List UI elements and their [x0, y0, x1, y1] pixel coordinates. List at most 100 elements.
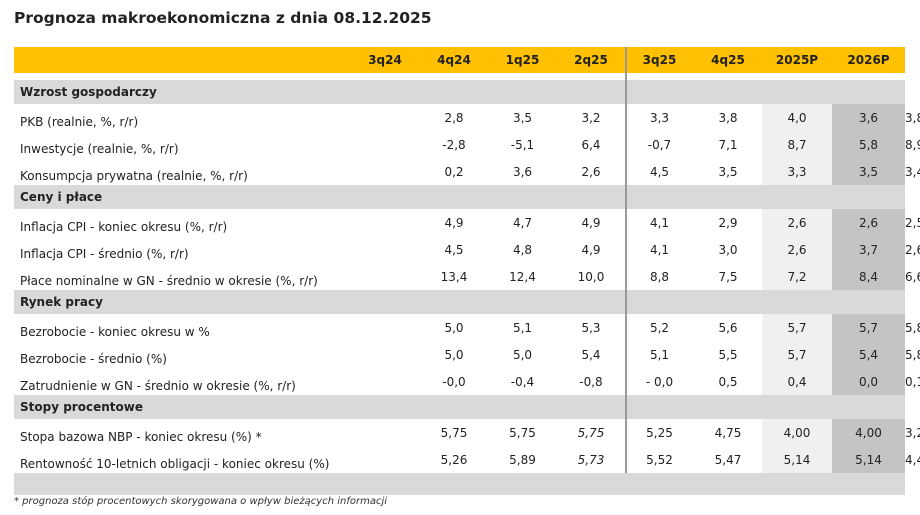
value: 5,0 [512, 347, 533, 362]
value: 0,2 [444, 164, 464, 179]
value: 3,25 [905, 425, 920, 440]
column-header: 2q25 [574, 53, 608, 67]
header-band [14, 47, 905, 73]
shade-dark [832, 419, 905, 473]
value: 5,75 [440, 425, 468, 440]
value: 4,00 [855, 425, 882, 440]
value: 4,5 [444, 242, 464, 257]
row-label: Konsumpcja prywatna (realnie, %, r/r) [20, 168, 248, 183]
value: 5,14 [855, 452, 882, 467]
value: 5,7 [787, 347, 807, 362]
value: 5,52 [646, 452, 673, 467]
section-band [14, 80, 905, 104]
value: 5,7 [858, 320, 879, 335]
value: 13,4 [440, 269, 468, 284]
value: 3,3 [649, 110, 670, 125]
value: 5,1 [512, 320, 533, 335]
shade-light [762, 209, 832, 290]
value: 5,8 [905, 320, 920, 335]
value: 5,7 [787, 320, 807, 335]
value: 12,4 [509, 269, 536, 284]
title: Prognoza makroekonomiczna z dnia 08.12.2… [14, 9, 432, 27]
value: 3,6 [858, 110, 879, 125]
value: -0,0 [442, 374, 466, 389]
value: 3,7 [858, 242, 879, 257]
value: 4,45 [905, 452, 920, 467]
value: 5,47 [714, 452, 742, 467]
value: 2,6 [581, 164, 601, 179]
value: 7,2 [787, 269, 807, 284]
row-label: Rentowność 10-letnich obligacji - koniec… [20, 456, 330, 471]
value: 7,5 [718, 269, 738, 284]
section-title: Stopy procentowe [20, 400, 143, 414]
value: 3,5 [718, 164, 738, 179]
value: 3,0 [718, 242, 738, 257]
section-band [14, 395, 905, 419]
value: 10,0 [577, 269, 605, 284]
value: 4,0 [787, 110, 807, 125]
value: 3,5 [512, 110, 533, 125]
value: 4,1 [649, 242, 670, 257]
value: 3,2 [581, 110, 601, 125]
column-header: 3q25 [642, 53, 677, 67]
value: 3,5 [858, 164, 879, 179]
value: 5,6 [718, 320, 738, 335]
value: 5,8 [905, 347, 920, 362]
footnote: * prognoza stóp procentowych skorygowana… [14, 496, 388, 507]
value: 5,73 [577, 452, 605, 467]
table: 3q24 4q24 1q25 2q25 3q25 4q25 2025P 2026P Wzrost… [14, 47, 920, 495]
row-label: Bezrobocie - koniec okresu w % [20, 324, 210, 339]
value: 5,89 [509, 452, 536, 467]
value: 4,9 [581, 242, 601, 257]
value: 8,8 [649, 269, 670, 284]
value: 3,8 [905, 110, 920, 125]
shade-light [762, 104, 832, 185]
row-label: Płace nominalne w GN - średnio w okresie… [20, 273, 318, 288]
section-title: Ceny i płace [20, 190, 103, 204]
row-label: Inflacja CPI - koniec okresu (%, r/r) [20, 219, 228, 234]
value: 4,5 [649, 164, 670, 179]
value: 4,9 [444, 215, 464, 230]
value: 5,8 [858, 137, 879, 152]
value: 3,8 [718, 110, 738, 125]
column-header: 2025P [775, 53, 819, 67]
value: 5,4 [858, 347, 879, 362]
row-label: Inwestycje (realnie, %, r/r) [20, 141, 179, 156]
value: -2,8 [442, 137, 466, 152]
value: 0,5 [718, 374, 738, 389]
value: 8,4 [858, 269, 879, 284]
row-label: PKB (realnie, %, r/r) [20, 114, 139, 129]
value: 2,6 [787, 242, 807, 257]
value: 6,4 [581, 137, 601, 152]
value: 5,0 [444, 347, 464, 362]
row-label: Stopa bazowa NBP - koniec okresu (%) * [20, 429, 262, 444]
value: 5,75 [509, 425, 536, 440]
value: 7,1 [718, 137, 738, 152]
shade-light [762, 314, 832, 395]
shade-light [762, 419, 832, 473]
shade-dark [832, 314, 905, 395]
value: 5,14 [783, 452, 811, 467]
value: 4,75 [714, 425, 742, 440]
value: 0,0 [858, 374, 879, 389]
value: 3,6 [512, 164, 533, 179]
value: 4,9 [581, 215, 601, 230]
value: 3,3 [787, 164, 807, 179]
section-title: Wzrost gospodarczy [20, 85, 157, 99]
value: 5,3 [581, 320, 601, 335]
column-header: 2026P [847, 53, 890, 67]
value: 2,5 [905, 215, 920, 230]
value: 6,6 [905, 269, 920, 284]
section-title: Rynek pracy [20, 295, 103, 309]
value: 3,4 [905, 164, 920, 179]
value: 2,6 [858, 215, 879, 230]
row-label: Bezrobocie - średnio (%) [20, 351, 167, 366]
value: 8,9 [905, 137, 920, 152]
row-label: Inflacja CPI - średnio (%, r/r) [20, 246, 189, 261]
value: 5,4 [581, 347, 601, 362]
value: -0,7 [647, 137, 672, 152]
value: 5,25 [646, 425, 673, 440]
value: -5,1 [510, 137, 535, 152]
bottom-band [14, 473, 905, 495]
